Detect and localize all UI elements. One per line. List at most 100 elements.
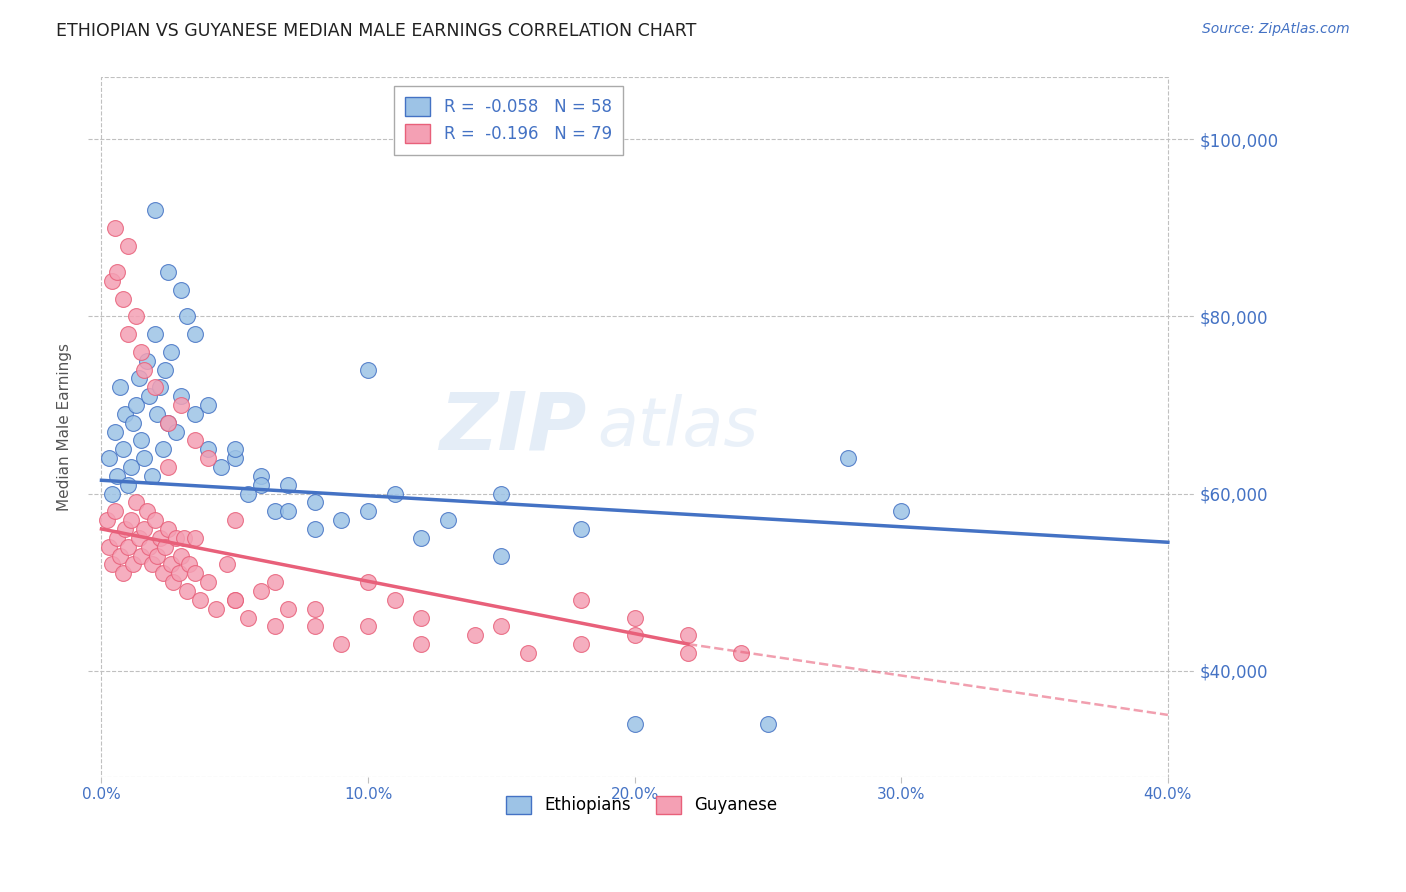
Point [384,592,406,607]
Point [250,477,273,491]
Point [176,583,198,598]
Point [170,549,193,563]
Point [304,619,326,633]
Point [263,619,285,633]
Point [437,513,460,527]
Point [149,380,172,394]
Point [491,549,513,563]
Point [135,353,157,368]
Point [117,327,139,342]
Point [623,716,645,731]
Point [138,540,160,554]
Point [197,398,219,412]
Point [224,592,246,607]
Point [111,566,134,581]
Point [837,451,859,466]
Point [146,549,169,563]
Point [114,522,136,536]
Point [157,522,180,536]
Point [152,442,174,457]
Point [330,637,353,651]
Point [411,610,433,624]
Point [170,398,193,412]
Point [117,477,139,491]
Point [224,513,246,527]
Point [104,425,127,439]
Point [277,477,299,491]
Point [114,407,136,421]
Point [138,389,160,403]
Point [173,531,195,545]
Point [131,549,153,563]
Point [197,575,219,590]
Point [184,531,207,545]
Point [159,558,181,572]
Point [117,238,139,252]
Point [155,362,177,376]
Point [304,522,326,536]
Point [215,558,238,572]
Point [135,504,157,518]
Point [107,531,129,545]
Point [117,540,139,554]
Point [184,407,207,421]
Point [152,566,174,581]
Point [128,531,150,545]
Point [304,495,326,509]
Point [134,451,156,466]
Point [162,575,184,590]
Point [157,460,180,475]
Point [122,416,145,430]
Point [131,434,153,448]
Point [263,575,285,590]
Point [111,442,134,457]
Point [330,513,353,527]
Point [159,345,181,359]
Point [676,628,699,642]
Point [146,407,169,421]
Y-axis label: Median Male Earnings: Median Male Earnings [58,343,72,511]
Point [107,265,129,279]
Point [411,637,433,651]
Point [101,274,124,288]
Point [170,389,193,403]
Point [357,575,380,590]
Point [224,592,246,607]
Point [357,362,380,376]
Point [224,451,246,466]
Point [756,716,779,731]
Point [107,468,129,483]
Point [890,504,912,518]
Point [167,566,190,581]
Point [96,513,118,527]
Point [101,558,124,572]
Text: ZIP: ZIP [439,388,586,467]
Point [184,327,207,342]
Point [98,451,121,466]
Point [179,558,201,572]
Point [384,486,406,500]
Point [491,486,513,500]
Point [165,425,187,439]
Point [197,442,219,457]
Point [143,327,166,342]
Point [623,628,645,642]
Point [411,531,433,545]
Point [304,601,326,615]
Point [277,601,299,615]
Point [464,628,486,642]
Point [357,504,380,518]
Point [224,442,246,457]
Point [120,460,142,475]
Point [176,310,198,324]
Point [104,221,127,235]
Point [170,283,193,297]
Point [141,558,163,572]
Point [128,371,150,385]
Point [131,345,153,359]
Point [122,558,145,572]
Point [108,549,131,563]
Point [104,504,127,518]
Point [205,601,228,615]
Point [197,451,219,466]
